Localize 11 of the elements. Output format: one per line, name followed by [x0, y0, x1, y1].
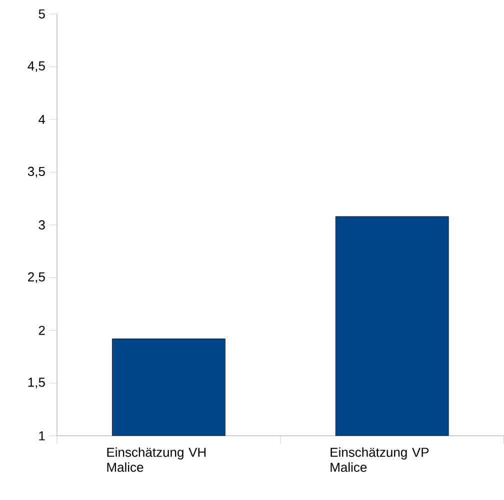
y-tick-label: 3: [38, 220, 45, 230]
x-tick-label: Einschätzung VH Malice: [107, 447, 206, 472]
y-tick-label: 2: [38, 326, 45, 335]
y-tick-label: 1,5: [28, 378, 45, 388]
y-tick-label: 4: [38, 115, 46, 124]
y-tick-label: 4,5: [28, 62, 45, 72]
y-tick-label: 1: [39, 431, 45, 440]
y-tick-label: 2,5: [28, 272, 45, 284]
y-tick-label: 3,5: [28, 166, 45, 178]
y-tick-label: 5: [38, 10, 45, 19]
x-tick-label: Einschätzung VP Malice: [330, 447, 429, 472]
